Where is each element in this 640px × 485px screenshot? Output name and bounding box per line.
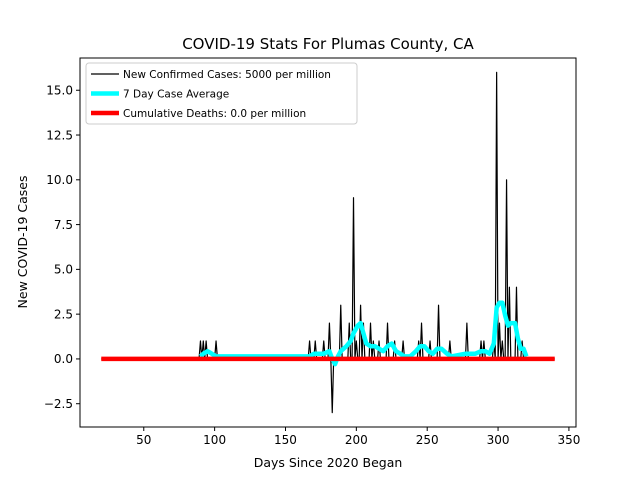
x-tick-label: 250 bbox=[416, 433, 439, 447]
legend-box bbox=[85, 62, 358, 125]
y-axis-label: New COVID-19 Cases bbox=[15, 176, 30, 309]
legend-label-3: Cumulative Deaths: 0.0 per million bbox=[123, 108, 306, 120]
y-tick-label: 7.5 bbox=[54, 218, 73, 232]
x-tick-label: 350 bbox=[557, 433, 580, 447]
y-tick-label: 2.5 bbox=[54, 307, 73, 321]
y-tick-label: −2.5 bbox=[44, 397, 73, 411]
chart-title: COVID-19 Stats For Plumas County, CA bbox=[182, 35, 474, 53]
legend-label-2: 7 Day Case Average bbox=[123, 89, 229, 101]
series-line-2 bbox=[198, 300, 529, 367]
x-tick-label: 100 bbox=[203, 433, 226, 447]
x-axis-label: Days Since 2020 Began bbox=[254, 455, 403, 470]
plot-frame bbox=[79, 57, 577, 428]
y-tick-label: 10.0 bbox=[46, 173, 73, 187]
y-tick-label: 15.0 bbox=[46, 84, 73, 98]
x-tick-label: 200 bbox=[345, 433, 368, 447]
y-tick-label: 5.0 bbox=[54, 263, 73, 277]
y-tick-label: 0.0 bbox=[54, 352, 73, 366]
x-tick-label: 300 bbox=[487, 433, 510, 447]
x-tick-label: 150 bbox=[274, 433, 297, 447]
x-tick-label: 50 bbox=[136, 433, 151, 447]
legend-label-1: New Confirmed Cases: 5000 per million bbox=[123, 69, 331, 81]
y-tick-label: 12.5 bbox=[46, 128, 73, 142]
